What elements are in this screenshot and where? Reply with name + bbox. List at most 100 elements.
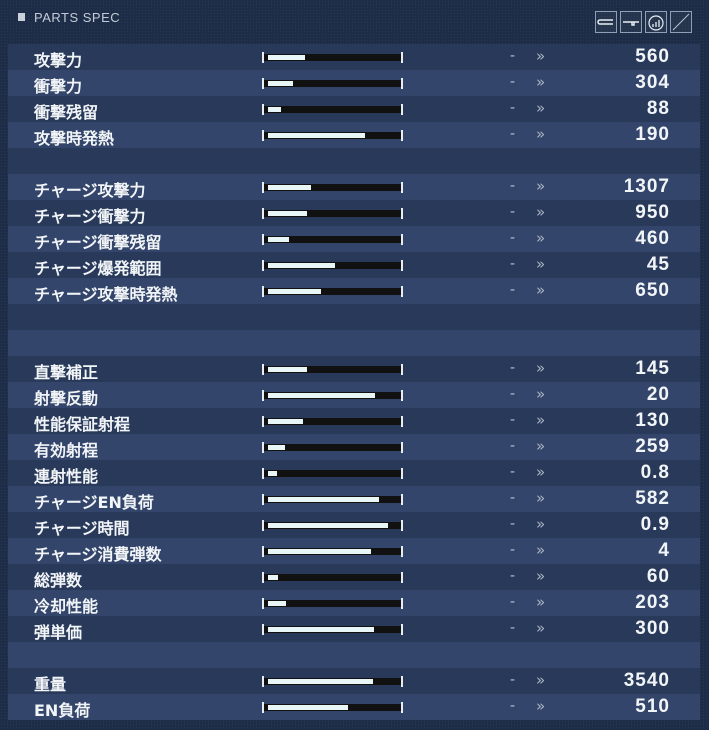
empty-slot-icon[interactable] [670,11,692,33]
bar-fill [268,627,374,632]
bar-fill [268,393,376,398]
weapon-blade-icon[interactable] [595,11,617,33]
bar-tick [262,208,264,219]
charge-icon[interactable] [645,11,667,33]
spec-label: 衝撃残留 [34,103,99,122]
spec-bar [262,234,403,245]
spec-value: 20 [646,384,670,405]
previous-value: - [510,386,516,402]
bar-tick [401,702,403,713]
bar-tick [401,286,403,297]
bar-tick [401,598,403,609]
spec-label: チャージ攻撃力 [34,181,146,200]
spec-label: 射撃反動 [34,389,99,408]
bar-tick [401,52,403,63]
double-chevron-right-icon: » [536,489,546,507]
bar-fill [268,185,311,190]
previous-value: - [510,412,516,428]
spec-value: 0.9 [640,514,670,535]
spec-value: 304 [635,72,670,93]
spec-bar [262,182,403,193]
spec-value: 560 [635,46,670,67]
bar-tick [401,442,403,453]
bar-tick [401,234,403,245]
spec-label: 冷却性能 [34,597,99,616]
bar-tick [401,104,403,115]
spec-label: チャージ衝撃残留 [34,233,162,252]
spec-bar [262,260,403,271]
double-chevron-right-icon: » [536,619,546,637]
double-chevron-right-icon: » [536,385,546,403]
spec-value: 60 [646,566,670,587]
spec-value: 88 [646,98,670,119]
spec-row: 重量 - » 3540 [8,668,700,694]
spec-list: 攻撃力 - » 560 衝撃力 - » 304 衝撃残留 - » 88 攻撃時発熱 - » 190 チャージ攻撃… [8,44,700,720]
previous-value: - [510,438,516,454]
double-chevron-right-icon: » [536,671,546,689]
bar-fill [268,55,306,60]
spec-row: チャージ消費弾数 - » 4 [8,538,700,564]
bar-fill [268,497,379,502]
spec-row: 総弾数 - » 60 [8,564,700,590]
previous-value: - [510,516,516,532]
spec-label: チャージ衝撃力 [34,207,146,226]
spec-bar [262,442,403,453]
spec-value: 145 [635,358,670,379]
spec-row: 連射性能 - » 0.8 [8,460,700,486]
spec-value: 3540 [623,670,670,691]
weapon-rifle-icon[interactable] [620,11,642,33]
bar-fill [268,575,279,580]
previous-value: - [510,594,516,610]
spec-label: 直撃補正 [34,363,99,382]
spec-row: 性能保証射程 - » 130 [8,408,700,434]
double-chevron-right-icon: » [536,229,546,247]
bar-tick [262,702,264,713]
spec-label: 攻撃時発熱 [34,129,115,148]
bar-tick [401,546,403,557]
spec-value: 130 [635,410,670,431]
bar-tick [401,572,403,583]
bar-fill [268,523,388,528]
spec-label: チャージ爆発範囲 [34,259,162,278]
bar-fill [268,549,372,554]
spec-row: チャージ攻撃力 - » 1307 [8,174,700,200]
spec-label: EN負荷 [34,701,91,720]
spec-bar [262,546,403,557]
bar-tick [401,390,403,401]
bar-tick [401,676,403,687]
spec-value: 950 [635,202,670,223]
spec-label: チャージ時間 [34,519,130,538]
bar-tick [262,572,264,583]
double-chevron-right-icon: » [536,515,546,533]
spec-value: 300 [635,618,670,639]
previous-value: - [510,490,516,506]
spec-bar [262,598,403,609]
previous-value: - [510,48,516,64]
bar-tick [262,130,264,141]
spec-row: 攻撃力 - » 560 [8,44,700,70]
bar-fill [268,237,289,242]
panel-title: PARTS SPEC [34,9,121,25]
previous-value: - [510,178,516,194]
previous-value: - [510,672,516,688]
bar-tick [262,520,264,531]
spec-row: チャージ時間 - » 0.9 [8,512,700,538]
spec-value: 259 [635,436,670,457]
spec-value: 460 [635,228,670,249]
double-chevron-right-icon: » [536,47,546,65]
previous-value: - [510,74,516,90]
bar-tick [401,78,403,89]
spacer-row [8,642,700,668]
bar-tick [401,624,403,635]
double-chevron-right-icon: » [536,359,546,377]
double-chevron-right-icon: » [536,567,546,585]
previous-value: - [510,464,516,480]
spec-label: 衝撃力 [34,77,83,96]
previous-value: - [510,282,516,298]
bar-fill [268,705,348,710]
bar-tick [262,182,264,193]
bar-tick [401,494,403,505]
bar-tick [401,468,403,479]
bar-fill [268,81,293,86]
bar-tick [262,364,264,375]
